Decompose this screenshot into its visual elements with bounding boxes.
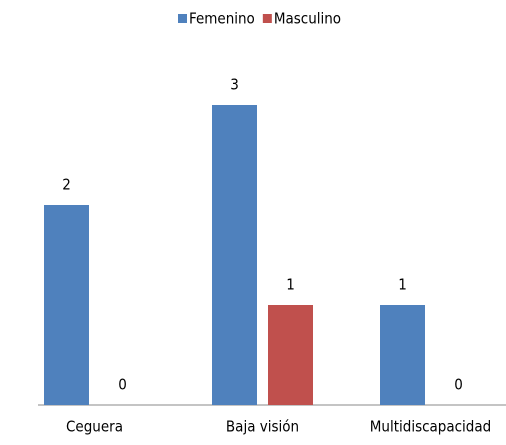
data-label: 1 — [398, 276, 407, 294]
legend-label: Femenino — [189, 10, 255, 28]
bar — [44, 205, 89, 405]
data-label: 0 — [454, 376, 463, 394]
x-tick-label: Ceguera — [66, 418, 123, 436]
data-label: 0 — [118, 376, 127, 394]
bar — [268, 305, 313, 405]
bar — [212, 105, 257, 405]
legend-label: Masculino — [274, 10, 341, 28]
legend-swatch — [178, 14, 187, 23]
x-tick-label: Baja visión — [226, 418, 299, 436]
data-label: 1 — [286, 276, 295, 294]
bar — [380, 305, 425, 405]
legend-swatch — [262, 14, 272, 23]
x-tick-label: Multidiscapacidad — [370, 418, 491, 436]
data-label: 2 — [62, 176, 71, 194]
data-label: 3 — [230, 76, 239, 94]
